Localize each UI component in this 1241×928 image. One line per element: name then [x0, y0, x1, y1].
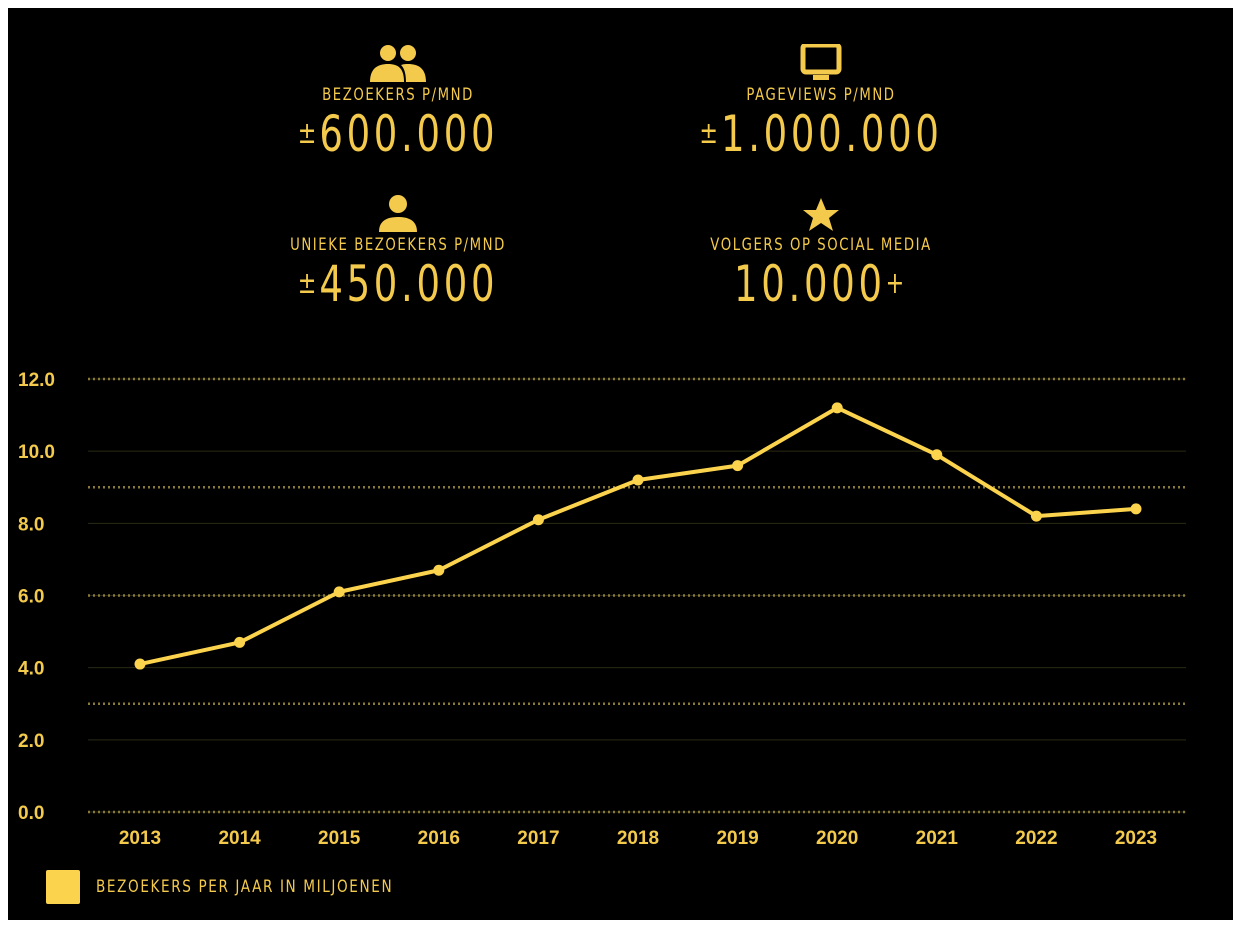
stat-social-followers: VOLGERS OP SOCIAL MEDIA 10.000+ [636, 194, 1006, 312]
x-tick-label: 2023 [1115, 828, 1157, 849]
monitor-icon [800, 44, 842, 80]
stat-label: UNIEKE BEZOEKERS P/MND [290, 235, 506, 255]
star-icon [803, 198, 839, 231]
x-tick-label: 2020 [816, 828, 858, 849]
x-tick-label: 2021 [916, 828, 959, 849]
data-point[interactable] [234, 636, 246, 648]
stat-label: VOLGERS OP SOCIAL MEDIA [710, 235, 932, 255]
y-tick-label: 0.0 [18, 803, 44, 824]
stat-label: BEZOEKERS P/MND [322, 85, 474, 105]
users-icon [370, 45, 426, 82]
y-tick-label: 4.0 [18, 659, 44, 680]
data-point[interactable] [532, 514, 544, 526]
data-point[interactable] [134, 658, 146, 670]
stat-value: ±1.000.000 [699, 105, 943, 163]
y-tick-label: 12.0 [18, 370, 55, 391]
stat-value: ±450.000 [297, 255, 499, 313]
data-point[interactable] [831, 402, 843, 414]
data-point[interactable] [1130, 503, 1142, 515]
x-tick-label: 2013 [119, 828, 161, 849]
stat-visitors: BEZOEKERS P/MND ±600.000 [233, 44, 563, 162]
data-point[interactable] [931, 449, 943, 461]
user-icon [379, 195, 417, 232]
x-tick-label: 2016 [418, 828, 460, 849]
stat-label: PAGEVIEWS P/MND [746, 85, 896, 105]
x-tick-label: 2017 [517, 828, 559, 849]
x-tick-label: 2018 [617, 828, 659, 849]
data-point[interactable] [1030, 510, 1042, 522]
data-point[interactable] [732, 460, 744, 472]
stat-value: 10.000+ [734, 255, 908, 313]
legend-label: BEZOEKERS PER JAAR IN MILJOENEN [96, 877, 394, 897]
x-tick-label: 2015 [318, 828, 361, 849]
data-point[interactable] [433, 564, 445, 576]
y-tick-label: 6.0 [18, 587, 44, 608]
infographic-panel: BEZOEKERS P/MND ±600.000 PAGEVIEWS P/MND… [8, 8, 1233, 920]
y-tick-label: 10.0 [18, 442, 55, 463]
stat-pageviews: PAGEVIEWS P/MND ±1.000.000 [651, 44, 991, 162]
stat-unique-visitors: UNIEKE BEZOEKERS P/MND ±450.000 [223, 194, 573, 312]
data-point[interactable] [632, 474, 644, 486]
legend-swatch [46, 870, 80, 904]
series-line [139, 405, 1137, 667]
y-tick-label: 8.0 [18, 514, 44, 535]
x-tick-label: 2022 [1015, 828, 1057, 849]
chart-legend[interactable]: BEZOEKERS PER JAAR IN MILJOENEN [46, 870, 468, 904]
x-tick-label: 2019 [716, 828, 758, 849]
x-tick-label: 2014 [218, 828, 261, 849]
stat-value: ±600.000 [297, 105, 499, 163]
y-tick-label: 2.0 [18, 731, 44, 752]
data-point[interactable] [333, 586, 345, 598]
visitors-line-chart: 0.0 2.0 4.0 6.0 8.0 10.0 12.0 2013 2014 2015 2016… [18, 370, 1186, 849]
